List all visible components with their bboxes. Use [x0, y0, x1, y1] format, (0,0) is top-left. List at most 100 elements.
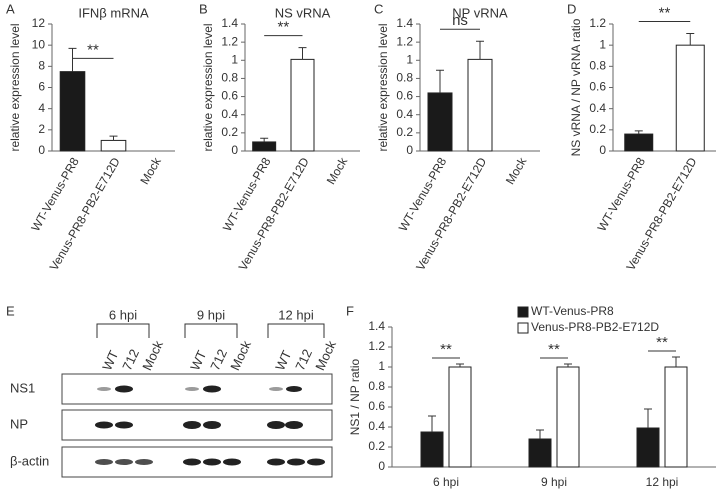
significance-label: ** — [277, 19, 289, 36]
timepoint-label: 6 hpi — [109, 307, 137, 322]
bar — [290, 58, 315, 152]
y-tick-label: 0.2 — [396, 125, 413, 139]
significance-label: ** — [87, 41, 99, 58]
lane-label: 712 — [207, 347, 230, 373]
y-tick-label: 0.4 — [396, 107, 413, 121]
y-tick-label: 1.4 — [368, 319, 385, 333]
y-tick-label: 0.2 — [221, 125, 238, 139]
error-bar — [644, 408, 652, 428]
timepoint-label: 9 hpi — [197, 307, 225, 322]
legend-label: WT-Venus-PR8 — [531, 304, 614, 318]
panel-label: D — [567, 1, 576, 16]
y-tick-label: 0.2 — [589, 122, 606, 136]
lane-bracket — [96, 323, 325, 338]
y-tick-label: 0.8 — [368, 379, 385, 393]
y-tick-label: 6 — [38, 80, 45, 94]
error-bar — [476, 40, 484, 60]
y-tick-label: 1.4 — [396, 16, 413, 30]
error-bar — [564, 363, 572, 367]
lane-label: WT — [99, 348, 121, 373]
y-tick-label: 8 — [38, 59, 45, 73]
y-tick-label: 1.2 — [396, 34, 413, 48]
error-bar — [634, 130, 643, 135]
y-tick-label: 0 — [231, 143, 238, 157]
timepoint-label: 12 hpi — [278, 307, 314, 322]
y-tick-label: 1.2 — [221, 34, 238, 48]
row-label: NP — [10, 416, 28, 431]
x-tick-label: Venus-PR8-PB2-E712D — [413, 155, 489, 273]
bar — [664, 366, 688, 468]
x-tick-label: WT-Venus-PR8 — [595, 155, 649, 234]
y-tick-label: 0 — [378, 459, 385, 473]
significance-label: ** — [659, 4, 671, 21]
y-axis-label: NS vRNA / NP vRNA ratio — [569, 18, 583, 156]
lane-label: WT — [272, 348, 294, 373]
legend-label: Venus-PR8-PB2-E712D — [531, 320, 659, 334]
significance-label: ns — [452, 12, 468, 29]
chart-title: NP vRNA — [452, 5, 508, 20]
lane-label: Mock — [139, 338, 166, 373]
y-tick-label: 0.2 — [368, 439, 385, 453]
y-tick-label: 0.6 — [589, 80, 606, 94]
y-tick-label: 1 — [378, 359, 385, 373]
legend-swatch — [517, 322, 529, 334]
bar — [556, 366, 580, 468]
lane-label: Mock — [227, 338, 254, 373]
error-bar — [428, 415, 436, 432]
error-bar — [536, 429, 544, 439]
chart-title: IFNβ mRNA — [78, 5, 149, 20]
bar — [427, 92, 453, 152]
y-axis-label: NS1 / NP ratio — [348, 358, 362, 435]
error-bar — [109, 135, 118, 141]
y-tick-label: 1 — [599, 37, 606, 51]
bar — [528, 438, 552, 468]
lane-label: 712 — [119, 347, 142, 373]
error-bar — [436, 69, 444, 93]
bar — [448, 366, 472, 468]
legend-swatch — [517, 306, 529, 318]
row-label: β-actin — [10, 453, 49, 468]
y-tick-label: 1.2 — [589, 16, 606, 30]
lane-label: Mock — [312, 338, 339, 373]
bar — [59, 71, 86, 152]
y-tick-label: 0.4 — [589, 101, 606, 115]
row-label: NS1 — [10, 380, 35, 395]
bar — [252, 141, 277, 152]
error-bar — [456, 363, 464, 367]
x-tick-label: 9 hpi — [541, 475, 567, 489]
y-tick-label: 1.4 — [221, 16, 238, 30]
y-tick-label: 1 — [231, 52, 238, 66]
bar — [100, 139, 127, 152]
y-tick-label: 0 — [406, 143, 413, 157]
y-tick-label: 0.4 — [368, 419, 385, 433]
significance-label: ** — [656, 334, 668, 351]
y-tick-label: 0.6 — [221, 89, 238, 103]
y-tick-label: 0.4 — [221, 107, 238, 121]
x-tick-label: Venus-PR8-PB2-E712D — [236, 155, 312, 273]
x-tick-label: Venus-PR8-PB2-E712D — [47, 155, 123, 273]
bar — [467, 58, 493, 152]
x-tick-label: 6 hpi — [433, 475, 459, 489]
error-bar — [260, 137, 269, 142]
y-tick-label: 0 — [38, 143, 45, 157]
y-axis-label: relative expression level — [201, 23, 215, 151]
bands — [95, 385, 325, 466]
y-tick-label: 0.8 — [589, 59, 606, 73]
y-tick-label: 1 — [406, 52, 413, 66]
y-tick-label: 2 — [38, 122, 45, 136]
y-tick-label: 0.8 — [396, 71, 413, 85]
error-bar — [672, 356, 680, 367]
bar — [420, 431, 444, 468]
x-tick-label: Mock — [324, 154, 351, 187]
y-axis-label: relative expression level — [376, 23, 390, 151]
y-tick-label: 0 — [599, 143, 606, 157]
x-tick-label: Mock — [137, 154, 164, 187]
chart-title: NS vRNA — [275, 5, 331, 20]
x-tick-label: 12 hpi — [646, 475, 679, 489]
error-bar — [686, 33, 695, 46]
panel-label: B — [199, 1, 208, 16]
y-tick-label: 10 — [32, 37, 46, 51]
error-bar — [68, 47, 77, 72]
panel-label: F — [346, 303, 354, 318]
